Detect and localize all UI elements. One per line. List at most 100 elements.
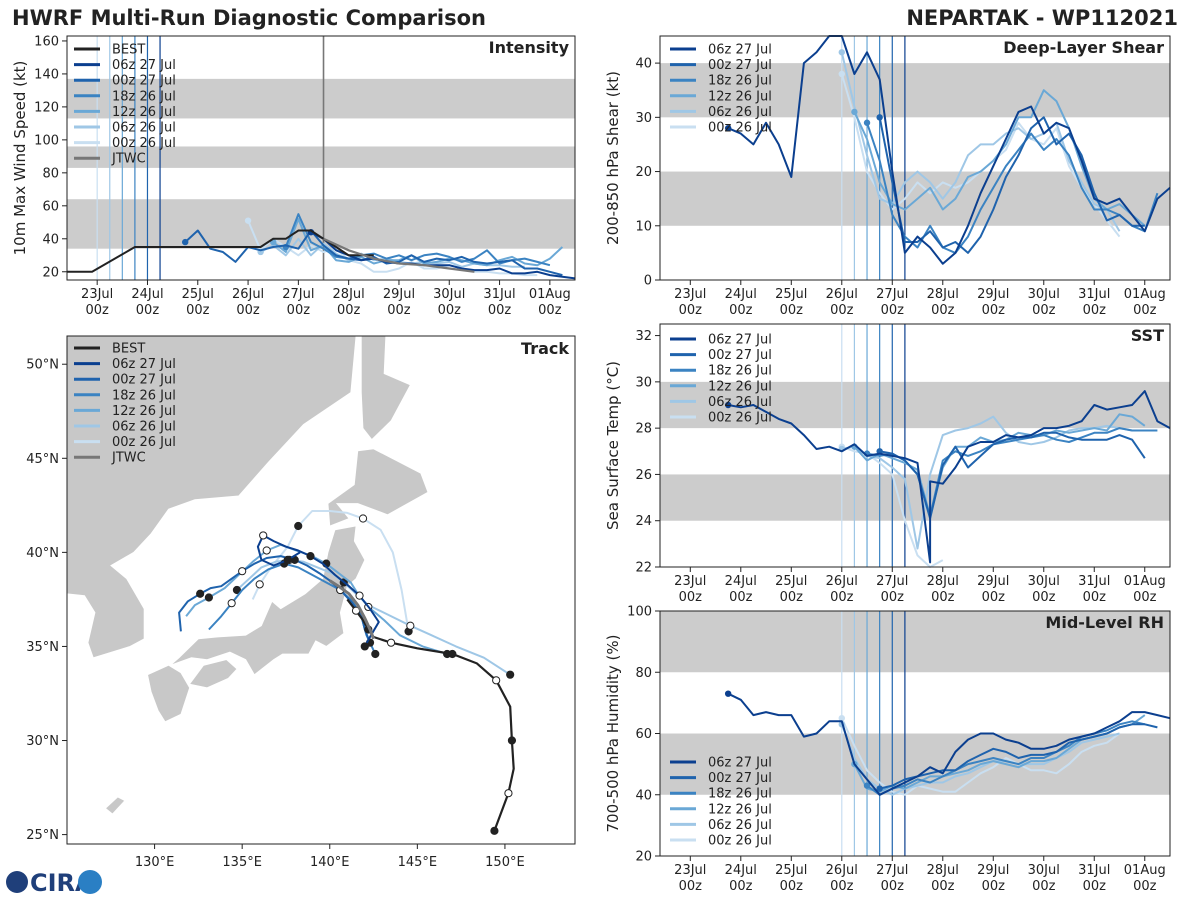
shear-ytick-label: 20 xyxy=(635,165,652,180)
track-xtick-label: 140°E xyxy=(310,855,350,870)
best-track-marker xyxy=(504,789,513,798)
intensity-xtick-label: 27Jul xyxy=(282,287,314,302)
honshu-shape xyxy=(170,525,366,676)
sakhalin-shape xyxy=(360,336,411,441)
sst-xtick-label: 24Jul xyxy=(725,574,757,589)
sst-xtick-label: 01Aug xyxy=(1124,574,1166,589)
sst-xtick-label: 00z xyxy=(780,590,804,605)
intensity-init-marker xyxy=(181,238,189,246)
rh-series-line xyxy=(879,723,1158,790)
sst-legend-label: 06z 26 Jul xyxy=(708,395,772,410)
sst-init-marker xyxy=(724,401,732,409)
intensity-xtick-label: 00z xyxy=(136,303,160,318)
shear-xtick-label: 00z xyxy=(931,303,955,318)
intensity-band xyxy=(67,146,575,168)
rh-legend-label: 12z 26 Jul xyxy=(708,802,772,817)
intensity-series-line xyxy=(247,220,538,277)
rh-xtick-label: 00z xyxy=(780,879,804,894)
sst-ytick-label: 22 xyxy=(635,561,652,576)
rh-legend-label: 06z 27 Jul xyxy=(708,756,772,771)
shear-xtick-label: 00z xyxy=(679,303,703,318)
track-legend-label: 18z 26 Jul xyxy=(112,388,176,403)
cira-logo: CIRA xyxy=(6,869,102,897)
intensity-xtick-label: 00z xyxy=(85,303,109,318)
shear-panel: 01020304023Jul00z24Jul00z25Jul00z26Jul00… xyxy=(604,35,1171,318)
rh-ytick-label: 100 xyxy=(627,605,652,620)
track-time-marker xyxy=(238,567,247,576)
sst-plot-background xyxy=(660,324,1170,567)
intensity-legend-label: 00z 26 Jul xyxy=(112,136,176,151)
storm-name: NEPARTAK - WP112021 xyxy=(906,6,1178,30)
shear-legend-label: 18z 26 Jul xyxy=(708,74,772,89)
shear-xtick-label: 23Jul xyxy=(674,287,706,302)
shear-xtick-label: 00z xyxy=(729,303,753,318)
intensity-ytick-label: 120 xyxy=(34,100,59,115)
logo-globe-icon xyxy=(6,871,28,893)
intensity-jtwc-line xyxy=(323,237,475,273)
sst-legend-label: 00z 27 Jul xyxy=(708,348,772,363)
rh-title: Mid-Level RH xyxy=(1045,613,1164,632)
rh-xtick-label: 00z xyxy=(830,879,854,894)
intensity-xtick-label: 26Jul xyxy=(232,287,264,302)
shear-xtick-label: 01Aug xyxy=(1124,287,1166,302)
rh-init-marker xyxy=(863,782,871,789)
track-time-marker xyxy=(294,521,303,531)
track-legend-label: 06z 26 Jul xyxy=(112,420,176,435)
shear-init-marker xyxy=(863,119,871,126)
shear-ytick-label: 0 xyxy=(644,274,652,289)
intensity-xtick-label: 23Jul xyxy=(81,287,113,302)
rh-xtick-label: 00z xyxy=(1133,879,1157,894)
shear-xtick-label: 24Jul xyxy=(725,287,757,302)
shear-series-line xyxy=(727,35,1171,265)
rh-xtick-label: 30Jul xyxy=(1028,863,1060,878)
sst-series-line xyxy=(728,390,1171,564)
intensity-legend-label: 12z 26 Jul xyxy=(112,105,176,120)
rh-xtick-label: 00z xyxy=(679,879,703,894)
sst-xtick-label: 30Jul xyxy=(1028,574,1060,589)
sst-title: SST xyxy=(1131,326,1164,345)
intensity-ytick-label: 160 xyxy=(34,34,59,49)
shear-xtick-label: 27Jul xyxy=(876,287,908,302)
track-legend-label: JTWC xyxy=(111,451,146,466)
intensity-panel: 2040608010012014016023Jul00z24Jul00z25Ju… xyxy=(11,34,576,318)
rh-xtick-label: 00z xyxy=(1032,879,1056,894)
track-ytick-label: 25°N xyxy=(26,828,59,843)
shear-legend-label: 00z 26 Jul xyxy=(708,121,772,136)
sst-legend-label: 06z 27 Jul xyxy=(708,333,772,348)
sst-ytick-label: 30 xyxy=(635,375,652,390)
sst-xtick-label: 00z xyxy=(931,590,955,605)
intensity-series-line xyxy=(310,231,576,280)
sst-xtick-label: 31Jul xyxy=(1078,574,1110,589)
shear-init-marker xyxy=(838,49,845,56)
shear-xtick-label: 00z xyxy=(1133,303,1157,318)
shear-band xyxy=(660,171,1170,226)
intensity-xtick-label: 29Jul xyxy=(383,287,415,302)
track-time-marker xyxy=(204,593,213,602)
track-ytick-label: 35°N xyxy=(26,640,59,655)
rh-xtick-label: 28Jul xyxy=(927,863,959,878)
nansei-islands-shape xyxy=(104,796,126,815)
track-time-marker xyxy=(355,591,364,600)
track-legend-label: 06z 27 Jul xyxy=(112,357,176,372)
shear-xtick-label: 00z xyxy=(830,303,854,318)
intensity-ytick-label: 140 xyxy=(34,67,59,82)
intensity-ytick-label: 20 xyxy=(42,265,59,280)
rh-ytick-label: 40 xyxy=(635,788,652,803)
best-track-marker xyxy=(492,676,501,685)
rh-xtick-label: 27Jul xyxy=(876,863,908,878)
shear-init-marker xyxy=(724,124,732,132)
intensity-ylabel: 10m Max Wind Speed (kt) xyxy=(11,61,29,256)
intensity-frame xyxy=(66,35,576,281)
shear-series-line xyxy=(866,122,1159,254)
best-track-marker xyxy=(507,736,517,745)
intensity-xtick-label: 00z xyxy=(538,303,562,318)
intensity-xtick-label: 00z xyxy=(337,303,361,318)
shear-band xyxy=(660,63,1170,118)
track-time-marker xyxy=(283,555,292,564)
shear-xtick-label: 31Jul xyxy=(1078,287,1110,302)
shear-xtick-label: 25Jul xyxy=(775,287,807,302)
track-legend-label: 12z 26 Jul xyxy=(112,404,176,419)
sst-ytick-label: 32 xyxy=(635,329,652,344)
shear-init-marker xyxy=(851,108,858,116)
sst-xtick-label: 27Jul xyxy=(876,574,908,589)
